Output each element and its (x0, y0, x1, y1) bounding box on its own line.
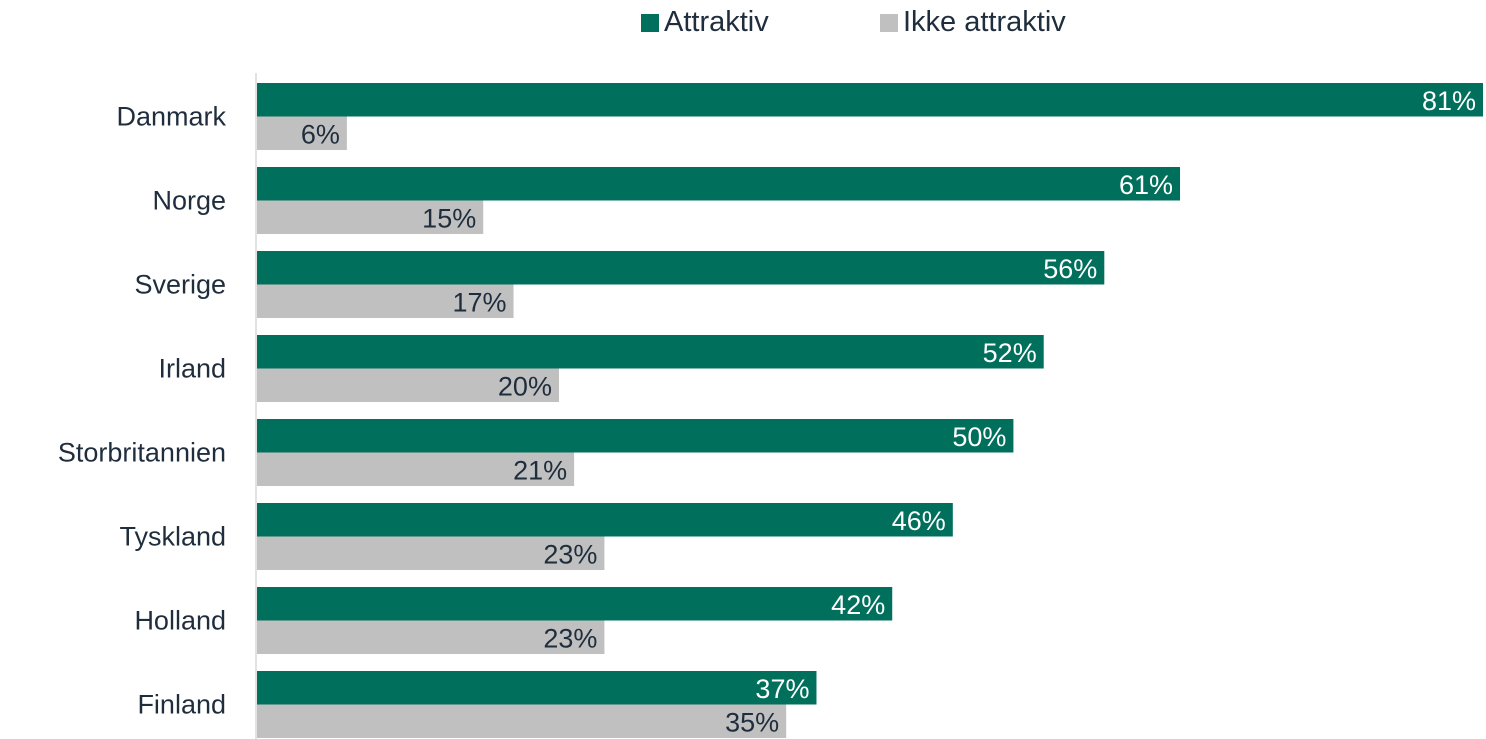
bar-ikke-attraktiv-holland (257, 620, 605, 654)
bar-attraktiv-finland (257, 671, 817, 705)
data-label-ikke-attraktiv-danmark: 6% (301, 119, 340, 149)
bar-ikke-attraktiv-irland (257, 368, 559, 402)
data-label-attraktiv-norge: 61% (1119, 170, 1173, 200)
category-label-storbritannien: Storbritannien (58, 438, 226, 468)
category-label-sverige: Sverige (134, 270, 226, 300)
data-label-attraktiv-danmark: 81% (1422, 86, 1476, 116)
category-label-finland: Finland (137, 690, 226, 720)
bar-attraktiv-danmark (257, 83, 1483, 117)
category-label-norge: Norge (152, 186, 226, 216)
legend: Attraktiv Ikke attraktiv (0, 6, 1486, 42)
bar-attraktiv-norge (257, 167, 1181, 201)
bar-attraktiv-sverige (257, 251, 1105, 285)
bar-ikke-attraktiv-danmark (257, 116, 347, 150)
category-label-irland: Irland (158, 354, 226, 384)
data-label-ikke-attraktiv-norge: 15% (422, 203, 476, 233)
data-label-attraktiv-tyskland: 46% (892, 506, 946, 536)
data-label-attraktiv-sverige: 56% (1043, 254, 1097, 284)
data-label-attraktiv-storbritannien: 50% (952, 422, 1006, 452)
bar-ikke-attraktiv-finland (257, 704, 787, 738)
data-label-ikke-attraktiv-sverige: 17% (452, 287, 506, 317)
legend-item-ikke-attraktiv: Ikke attraktiv (880, 6, 1066, 39)
data-label-ikke-attraktiv-storbritannien: 21% (513, 455, 567, 485)
bar-attraktiv-tyskland (257, 503, 953, 537)
legend-label-attraktiv: Attraktiv (664, 6, 769, 38)
category-label-tyskland: Tyskland (119, 522, 226, 552)
data-label-ikke-attraktiv-holland: 23% (543, 623, 597, 653)
bar-ikke-attraktiv-sverige (257, 284, 514, 318)
bar-ikke-attraktiv-storbritannien (257, 452, 575, 486)
category-label-danmark: Danmark (116, 102, 226, 132)
bar-ikke-attraktiv-tyskland (257, 536, 605, 570)
data-label-ikke-attraktiv-finland: 35% (725, 707, 779, 737)
data-label-ikke-attraktiv-irland: 20% (498, 371, 552, 401)
data-label-attraktiv-finland: 37% (755, 674, 809, 704)
legend-item-attraktiv: Attraktiv (641, 6, 769, 39)
bar-attraktiv-holland (257, 587, 893, 621)
bar-attraktiv-storbritannien (257, 419, 1014, 453)
legend-swatch-ikke-attraktiv (880, 13, 898, 32)
data-label-attraktiv-irland: 52% (983, 338, 1037, 368)
category-label-holland: Holland (134, 606, 226, 636)
legend-swatch-attraktiv (641, 13, 659, 32)
data-label-ikke-attraktiv-tyskland: 23% (543, 539, 597, 569)
bar-attraktiv-irland (257, 335, 1044, 369)
data-label-attraktiv-holland: 42% (831, 590, 885, 620)
legend-label-ikke-attraktiv: Ikke attraktiv (903, 6, 1066, 38)
bar-ikke-attraktiv-norge (257, 200, 484, 234)
